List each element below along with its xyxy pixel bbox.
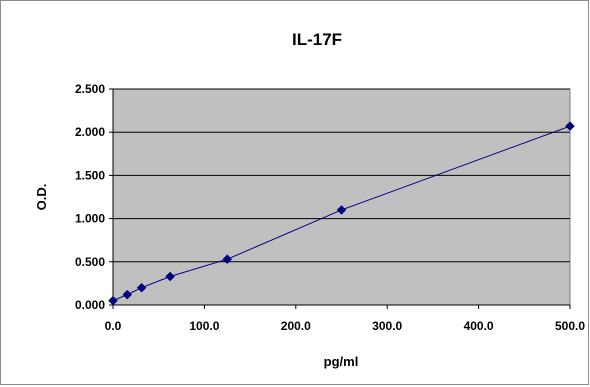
- y-tick-label: 0.000: [75, 298, 105, 312]
- gridlines: [113, 88, 570, 263]
- data-point: [122, 289, 133, 300]
- y-tick-label: 1.000: [75, 212, 105, 226]
- x-tick-label: 500.0: [555, 319, 585, 333]
- y-tick-label: 0.500: [75, 255, 105, 269]
- x-tick-label: 200.0: [281, 319, 311, 333]
- x-tick-label: 300.0: [372, 319, 402, 333]
- x-tick-label: 100.0: [189, 319, 219, 333]
- chart-title: IL-17F: [292, 30, 342, 49]
- axes: [109, 88, 571, 309]
- data-series: [108, 121, 575, 306]
- data-point: [222, 254, 233, 265]
- y-tick-label: 1.500: [75, 168, 105, 182]
- data-point: [165, 271, 175, 282]
- y-tick-label: 2.000: [75, 125, 105, 139]
- x-axis-title: pg/ml: [324, 354, 359, 369]
- y-tick-label: 2.500: [75, 82, 105, 96]
- tick-labels: 0.000 0.500 1.000 1.500 2.000 2.500 0.0 100.0 20…: [75, 82, 585, 333]
- data-point: [565, 121, 575, 132]
- data-point: [136, 282, 147, 293]
- data-point: [336, 205, 347, 215]
- x-tick-label: 0.0: [105, 319, 122, 333]
- data-point: [108, 295, 118, 306]
- plot-area: [112, 88, 571, 306]
- y-axis-title: O.D.: [34, 184, 49, 211]
- x-tick-label: 400.0: [464, 319, 494, 333]
